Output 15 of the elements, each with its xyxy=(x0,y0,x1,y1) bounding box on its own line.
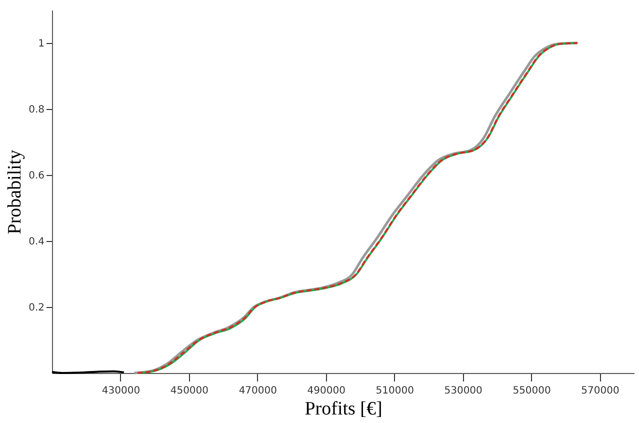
x-tick-label: 510000 xyxy=(376,386,414,396)
y-tick-label: 0.2 xyxy=(28,302,44,314)
x-tick-label: 430000 xyxy=(102,386,140,396)
x-tick-label: 530000 xyxy=(444,386,482,396)
x-tick-label: 550000 xyxy=(512,386,551,396)
y-tick-label: 0.8 xyxy=(28,104,44,116)
x-tick-label: 570000 xyxy=(581,386,620,396)
y-tick-label: 0.4 xyxy=(28,236,44,248)
y-axis-title: Probability xyxy=(4,149,26,234)
x-tick-label: 450000 xyxy=(170,386,209,396)
y-tick-label: 1 xyxy=(38,38,44,50)
y-tick-label: 0.6 xyxy=(28,170,44,182)
x-tick-label: 470000 xyxy=(238,386,278,396)
x-axis-title: Profits [€] xyxy=(304,398,382,420)
x-tick-label: 490000 xyxy=(307,386,346,396)
